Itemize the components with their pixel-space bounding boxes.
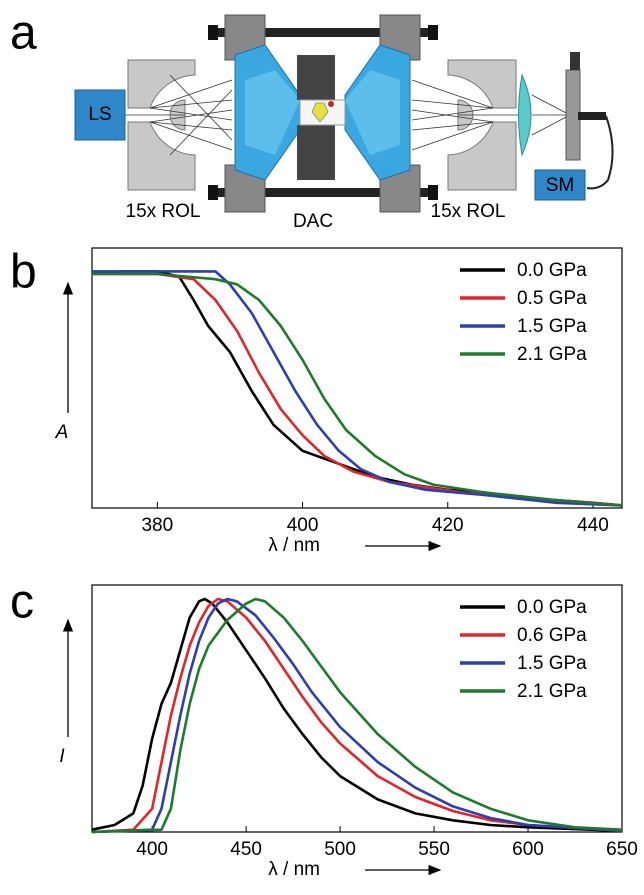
diagram-label: DAC	[293, 211, 333, 232]
data-line	[92, 270, 623, 507]
x-tick-label: 440	[577, 515, 609, 536]
plot-frame	[91, 247, 623, 509]
x-tick-label: 380	[141, 515, 173, 536]
legend-label: 0.0 GPa	[517, 260, 587, 281]
setup-diagram: LS 15x ROL DAC	[74, 14, 614, 232]
data-line	[91, 597, 623, 834]
data-line	[91, 597, 623, 834]
x-tick-label: 400	[287, 515, 319, 536]
legend-label: 2.1 GPa	[517, 344, 587, 365]
data-line	[91, 597, 623, 833]
diagram-label: 15x ROL	[126, 201, 201, 222]
plot-frame	[91, 584, 623, 833]
x-tick-label: 650	[606, 839, 638, 860]
x-axis-label: λ / nm	[268, 535, 320, 556]
data-line	[92, 272, 623, 507]
diagram-label: 15x ROL	[431, 201, 506, 222]
legend-label: 0.6 GPa	[517, 625, 587, 646]
legend-label: 0.0 GPa	[517, 597, 587, 618]
panel-label: c	[10, 576, 34, 629]
panel-label: a	[10, 7, 37, 60]
diagram-label: LS	[88, 104, 111, 125]
legend-label: 0.5 GPa	[517, 288, 587, 309]
x-tick-label: 550	[418, 839, 450, 860]
x-tick-label: 400	[136, 839, 168, 860]
legend-label: 2.1 GPa	[517, 681, 587, 702]
x-tick-label: 600	[512, 839, 544, 860]
x-tick-label: 450	[230, 839, 262, 860]
panel-label: b	[10, 246, 37, 299]
x-tick-label: 500	[324, 839, 356, 860]
data-line	[91, 597, 623, 834]
x-tick-label: 420	[432, 515, 464, 536]
y-axis-label: A	[55, 422, 69, 443]
legend-label: 1.5 GPa	[517, 316, 587, 337]
diagram-label: SM	[546, 175, 575, 196]
x-axis-label: λ / nm	[268, 859, 320, 880]
legend-label: 1.5 GPa	[517, 653, 587, 674]
y-axis-label: I	[59, 746, 65, 767]
